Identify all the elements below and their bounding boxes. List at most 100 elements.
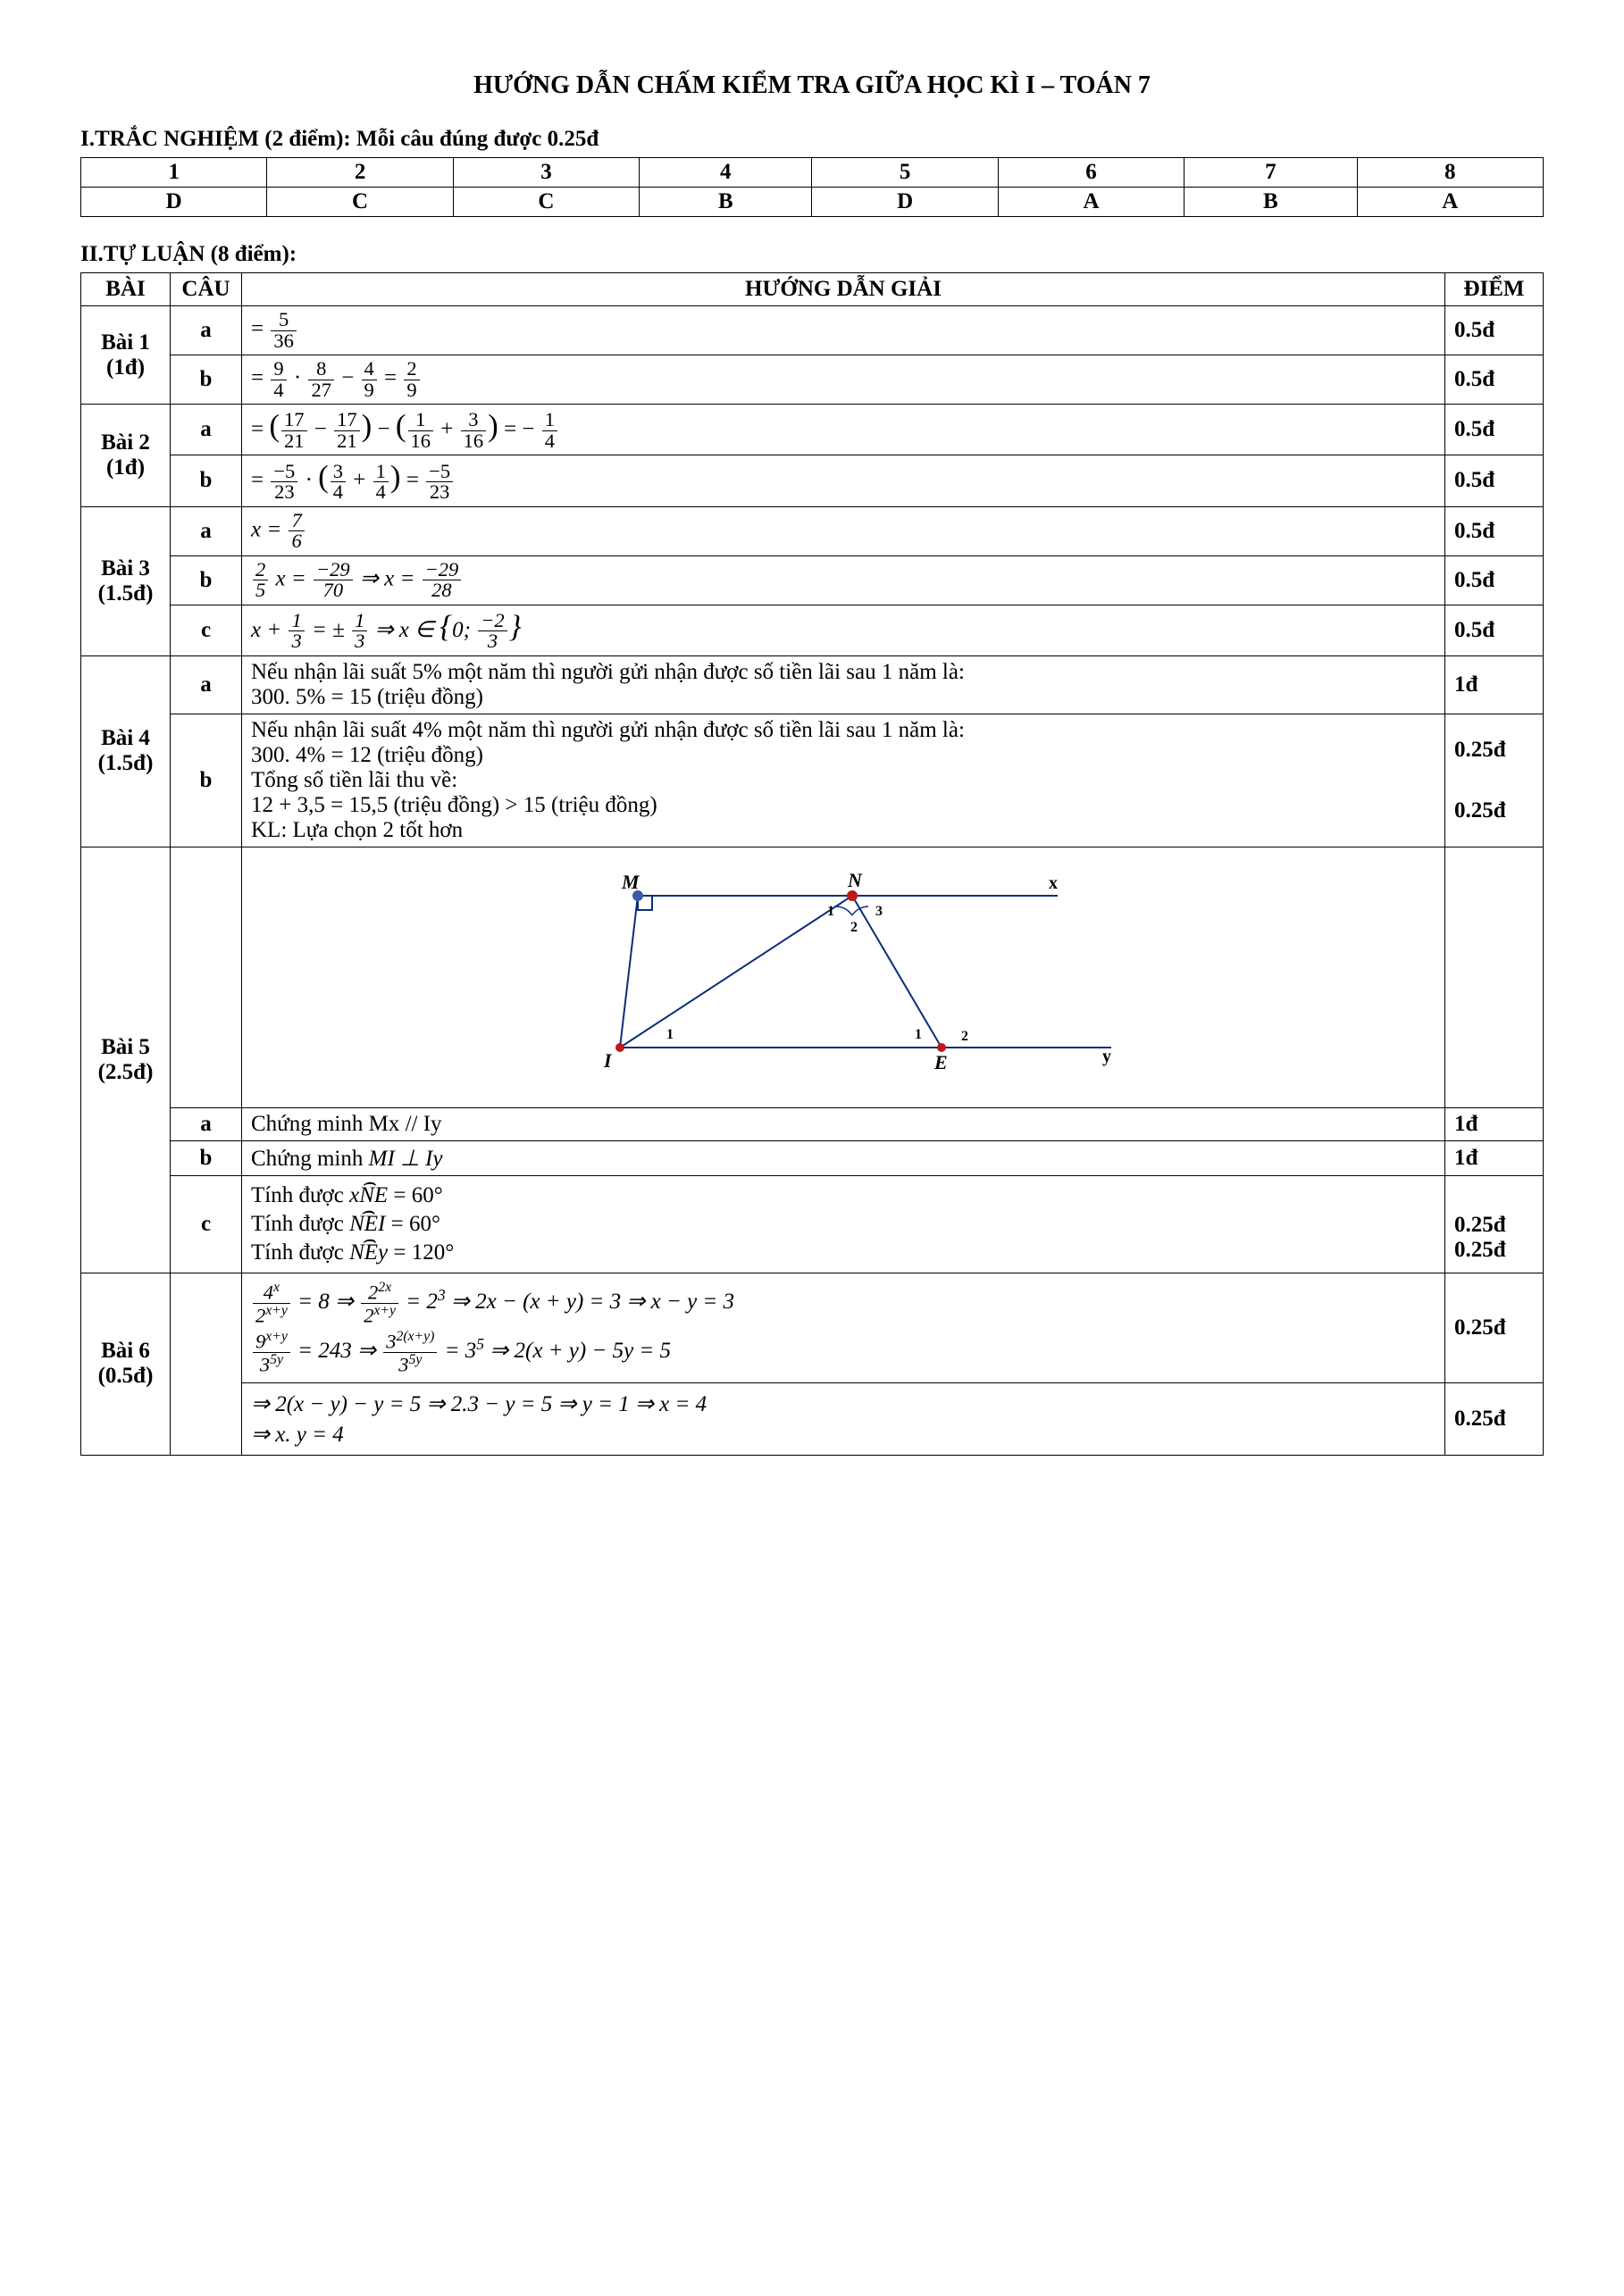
bai5b-hg: Chứng minh MI ⊥ Iy: [242, 1140, 1445, 1175]
bai1a-cau: a: [171, 306, 242, 355]
bai4b-diem: 0.25đ 0.25đ: [1445, 714, 1544, 847]
main-table: BÀI CÂU HƯỚNG DẪN GIẢI ĐIỂM Bài 1(1đ) a …: [80, 272, 1544, 1456]
bai4a-cau: a: [171, 655, 242, 714]
bai5c-hg: Tính được ⌢xNE = 60° Tính được ⌢NEI = 60…: [242, 1175, 1445, 1273]
bai1-label: Bài 1(1đ): [81, 306, 171, 405]
bai3c-cau: c: [171, 605, 242, 655]
bai4b-hg: Nếu nhận lãi suất 4% một năm thì người g…: [242, 714, 1445, 847]
mc-col: 1: [81, 158, 267, 188]
bai3-label: Bài 3(1.5đ): [81, 506, 171, 655]
bai3c-diem: 0.5đ: [1445, 605, 1544, 655]
mc-col: 7: [1185, 158, 1357, 188]
mc-ans: A: [998, 188, 1184, 217]
bai3a-hg: x = 76: [242, 506, 1445, 555]
bai4b-line1: Nếu nhận lãi suất 4% một năm thì người g…: [251, 718, 1436, 743]
bai3b-diem: 0.5đ: [1445, 555, 1544, 605]
bai3a-diem: 0.5đ: [1445, 506, 1544, 555]
svg-text:3: 3: [875, 904, 883, 919]
bai4a-line1: Nếu nhận lãi suất 5% một năm thì người g…: [251, 660, 1436, 685]
mc-row-ans: D C C B D A B A: [81, 188, 1544, 217]
bai4a-diem: 1đ: [1445, 655, 1544, 714]
th-cau: CÂU: [171, 273, 242, 306]
svg-text:2: 2: [961, 1029, 968, 1044]
bai5-geom: M N x I E y 1 2 3 1 1 2: [242, 847, 1445, 1107]
bai6-hg2: ⇒ 2(x − y) − y = 5 ⇒ 2.3 − y = 5 ⇒ y = 1…: [242, 1382, 1445, 1455]
bai5a-diem: 1đ: [1445, 1107, 1544, 1140]
geometry-diagram: M N x I E y 1 2 3 1 1 2: [522, 860, 1165, 1092]
bai2b-hg: = −523 · (34 + 14) = −523: [242, 455, 1445, 506]
mc-col: 6: [998, 158, 1184, 188]
bai4a-line2: 300. 5% = 15 (triệu đồng): [251, 685, 1436, 710]
mc-row-nums: 1 2 3 4 5 6 7 8: [81, 158, 1544, 188]
th-bai: BÀI: [81, 273, 171, 306]
bai4b-line5: KL: Lựa chọn 2 tốt hơn: [251, 818, 1436, 843]
bai6-hg1: 4x2x+y = 8 ⇒ 22x2x+y = 23 ⇒ 2x − (x + y)…: [242, 1273, 1445, 1382]
bai1a-diem: 0.5đ: [1445, 306, 1544, 355]
mc-ans: C: [267, 188, 453, 217]
bai6-diem2: 0.25đ: [1445, 1382, 1544, 1455]
bai1b-cau: b: [171, 355, 242, 405]
bai6-diem1: 0.25đ: [1445, 1273, 1544, 1382]
mc-col: 3: [453, 158, 639, 188]
bai5a-hg: Chứng minh Mx // Iy: [242, 1107, 1445, 1140]
bai2-label: Bài 2(1đ): [81, 405, 171, 507]
bai4b-cau: b: [171, 714, 242, 847]
bai3a-cau: a: [171, 506, 242, 555]
page-title: HƯỚNG DẪN CHẤM KIỂM TRA GIỮA HỌC KÌ I – …: [80, 71, 1544, 100]
svg-text:1: 1: [915, 1027, 922, 1042]
bai2b-cau: b: [171, 455, 242, 506]
bai6-label: Bài 6(0.5đ): [81, 1273, 171, 1455]
th-diem: ĐIỂM: [1445, 273, 1544, 306]
bai1a-hg: = 536: [242, 306, 1445, 355]
section1-heading: I.TRẮC NGHIỆM (2 điểm): Mỗi câu đúng đượ…: [80, 127, 1544, 152]
bai5b-cau: b: [171, 1140, 242, 1175]
bai5c-diem2: 0.25đ: [1454, 1238, 1534, 1263]
b5c-l3b: = 120°: [388, 1240, 454, 1265]
bai3b-cau: b: [171, 555, 242, 605]
svg-text:1: 1: [666, 1027, 674, 1042]
bai2a-diem: 0.5đ: [1445, 405, 1544, 455]
bai4b-diem1: 0.25đ: [1454, 738, 1534, 763]
bai3c-hg: x + 13 = ± 13 ⇒ x ∈ {0; −23}: [242, 605, 1445, 655]
bai5-geom-cau: [171, 847, 242, 1107]
bai3b-hg: 25 x = −2970 ⇒ x = −2928: [242, 555, 1445, 605]
bai5-geom-diem: [1445, 847, 1544, 1107]
mc-ans: B: [1185, 188, 1357, 217]
svg-text:N: N: [847, 869, 863, 891]
mc-col: 8: [1357, 158, 1543, 188]
bai5c-diem1: 0.25đ: [1454, 1213, 1534, 1238]
mc-ans: D: [81, 188, 267, 217]
mc-ans: A: [1357, 188, 1543, 217]
b5c-l2a: Tính được: [251, 1212, 349, 1236]
mc-ans: C: [453, 188, 639, 217]
bai4b-line2: 300. 4% = 12 (triệu đồng): [251, 743, 1436, 768]
svg-text:2: 2: [850, 920, 858, 935]
svg-text:I: I: [603, 1049, 613, 1072]
bai1b-hg: = 94 · 827 − 49 = 29: [242, 355, 1445, 405]
bai4b-diem2: 0.25đ: [1454, 798, 1534, 823]
b5c-l3a: Tính được: [251, 1240, 349, 1265]
bai4-label: Bài 4(1.5đ): [81, 655, 171, 847]
svg-text:M: M: [621, 871, 640, 893]
svg-text:E: E: [933, 1051, 948, 1073]
bai5b-diem: 1đ: [1445, 1140, 1544, 1175]
bai5-label: Bài 5(2.5đ): [81, 847, 171, 1273]
th-hg: HƯỚNG DẪN GIẢI: [242, 273, 1445, 306]
bai6-cau: [171, 1273, 242, 1455]
bai4b-line4: 12 + 3,5 = 15,5 (triệu đồng) > 15 (triệu…: [251, 793, 1436, 818]
bai2a-hg: = (1721 − 1721) − (116 + 316) = − 14: [242, 405, 1445, 455]
svg-text:x: x: [1049, 873, 1058, 893]
b5c-l2b: = 60°: [385, 1212, 440, 1236]
mc-ans: D: [812, 188, 998, 217]
bai1b-diem: 0.5đ: [1445, 355, 1544, 405]
bai4a-hg: Nếu nhận lãi suất 5% một năm thì người g…: [242, 655, 1445, 714]
bai5b-math: MI ⊥ Iy: [369, 1147, 443, 1171]
b5c-l1a: Tính được: [251, 1183, 349, 1207]
bai5b-txt: Chứng minh: [251, 1147, 369, 1171]
mc-ans: B: [640, 188, 812, 217]
svg-text:y: y: [1102, 1047, 1111, 1066]
bai2a-cau: a: [171, 405, 242, 455]
bai4b-line3: Tổng số tiền lãi thu về:: [251, 768, 1436, 793]
bai5c-cau: c: [171, 1175, 242, 1273]
b5c-l1b: = 60°: [388, 1183, 443, 1207]
